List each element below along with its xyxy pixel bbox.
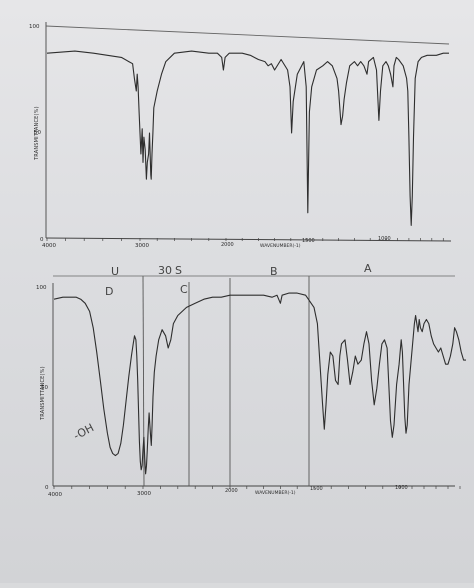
- annotation-letter-a: A: [364, 262, 372, 275]
- top-spectrum-line: [46, 50, 449, 226]
- top-x-tick-4000: 4000: [42, 243, 56, 249]
- bottom-spectrum-panel: TRANSMITTANCE(%) 100 50 0 4000 3000 2000…: [36, 262, 466, 498]
- bottom-y-tick-100: 100: [36, 285, 47, 291]
- top-spectrum-panel: TRANSMITTANCE(%) 100 50 0 4000 3000 2000…: [29, 22, 452, 249]
- top-plot-top-edge: [45, 25, 450, 45]
- annotation-scribble-mark: 30: [158, 264, 172, 277]
- top-plot-x-axis: [45, 237, 452, 242]
- annotation-oh-label: -OH: [71, 421, 96, 442]
- annotation-letter-u: U: [111, 265, 119, 278]
- region-divider-line-1: [142, 275, 145, 487]
- bottom-x-tick-2000: 2000: [225, 488, 238, 494]
- annotation-letter-c: C: [180, 283, 188, 296]
- top-y-tick-0: 0: [40, 237, 44, 243]
- top-x-tick-1500: 1500: [302, 238, 315, 244]
- annotation-letter-d: D: [105, 285, 113, 298]
- top-y-tick-50: 50: [34, 130, 41, 136]
- top-x-minor-ticks: [46, 238, 444, 241]
- bottom-spectrum-line: [53, 292, 466, 475]
- bottom-y-tick-50: 50: [41, 385, 48, 391]
- bottom-x-minor-ticks: [53, 486, 461, 489]
- top-x-tick-2000: 2000: [221, 242, 234, 248]
- top-y-tick-100: 100: [29, 24, 40, 30]
- bottom-x-axis-title: WAVENUMBER(-1): [255, 490, 296, 496]
- top-y-axis-title: TRANSMITTANCE(%): [34, 106, 40, 161]
- bottom-x-tick-1500: 1500: [310, 486, 323, 492]
- top-x-tick-3000: 3000: [135, 243, 149, 249]
- annotation-letter-b: B: [270, 265, 278, 278]
- top-x-axis-title: WAVENUMBER(-1): [260, 243, 301, 249]
- bottom-x-tick-3000: 3000: [137, 491, 151, 497]
- bottom-y-axis-title: TRANSMITTANCE(%): [40, 366, 46, 421]
- bottom-x-tick-1000: 1000: [395, 485, 408, 491]
- bottom-y-tick-0: 0: [45, 485, 49, 491]
- bottom-x-tick-4000: 4000: [48, 492, 62, 498]
- top-x-tick-1000: 1000: [378, 236, 391, 242]
- annotation-letter-s: S: [175, 264, 182, 277]
